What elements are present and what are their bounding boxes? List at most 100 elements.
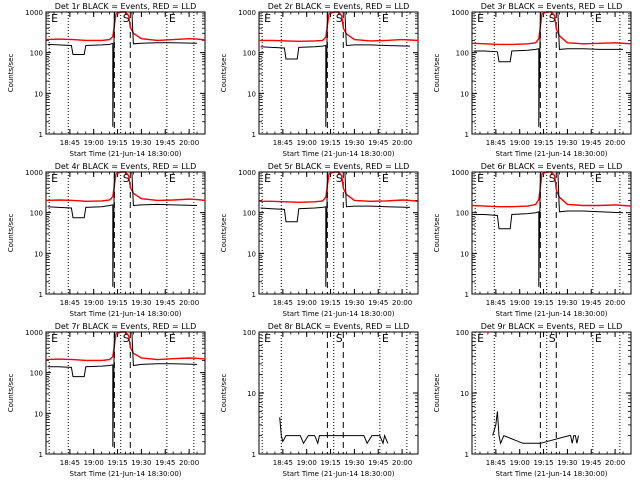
y-tick-label: 100	[456, 210, 469, 218]
chart-title: Det 7r BLACK = Events, RED = LLD	[55, 322, 197, 331]
y-tick-label: 100	[456, 329, 469, 337]
marker-label: E	[595, 332, 602, 345]
y-tick-label: 1000	[451, 169, 469, 177]
x-tick-label: 19:30	[131, 299, 151, 307]
marker-label: S	[123, 332, 130, 345]
x-tick-label: 19:15	[533, 459, 553, 467]
x-tick-label: 20:00	[179, 139, 199, 147]
plot-frame	[471, 171, 632, 295]
x-tick-label: 19:30	[557, 139, 577, 147]
y-tick-label: 1000	[25, 169, 43, 177]
marker-label: E	[51, 332, 58, 345]
detector-panel: Det 8r BLACK = Events, RED = LLD Counts/s…	[213, 320, 426, 480]
x-tick-label: 19:15	[320, 299, 340, 307]
y-tick-label: 100	[456, 50, 469, 58]
x-tick-label: 19:00	[297, 139, 317, 147]
marker-label: E	[477, 172, 484, 185]
plot-frame	[258, 171, 419, 295]
x-tick-label: 20:00	[392, 139, 412, 147]
chart-title: Det 9r BLACK = Events, RED = LLD	[481, 322, 623, 331]
x-tick-label: 18:45	[60, 139, 80, 147]
x-tick-label: 19:45	[368, 139, 388, 147]
chart-title: Det 6r BLACK = Events, RED = LLD	[481, 162, 623, 171]
y-axis-label: Counts/sec	[220, 214, 228, 253]
marker-label: E	[169, 172, 176, 185]
marker-label: E	[169, 332, 176, 345]
plot-frame	[471, 11, 632, 135]
x-tick-label: 19:15	[320, 139, 340, 147]
events-series-line	[279, 417, 389, 446]
marker-label: E	[382, 332, 389, 345]
y-tick-label: 1	[39, 291, 43, 299]
marker-label: E	[595, 172, 602, 185]
x-tick-label: 19:45	[581, 299, 601, 307]
chart-svg: Det 9r BLACK = Events, RED = LLD Counts/s…	[433, 322, 632, 478]
x-tick-label: 19:30	[131, 139, 151, 147]
x-axis-label: Start Time (21-Jun-14 18:30:00)	[496, 310, 608, 318]
detector-panel: Det 2r BLACK = Events, RED = LLD Counts/s…	[213, 0, 426, 160]
x-tick-label: 19:45	[581, 139, 601, 147]
x-tick-label: 19:15	[107, 139, 127, 147]
x-tick-label: 19:30	[344, 299, 364, 307]
y-tick-label: 1	[252, 131, 256, 139]
x-tick-label: 19:45	[368, 299, 388, 307]
detector-panel: Det 3r BLACK = Events, RED = LLD Counts/s…	[426, 0, 639, 160]
x-axis-label: Start Time (21-Jun-14 18:30:00)	[70, 310, 182, 318]
y-tick-label: 100	[30, 50, 43, 58]
x-tick-label: 19:00	[84, 299, 104, 307]
x-tick-label: 19:30	[131, 459, 151, 467]
y-tick-label: 10	[34, 410, 43, 418]
y-tick-label: 1	[465, 291, 469, 299]
chart-svg: Det 1r BLACK = Events, RED = LLD Counts/s…	[7, 2, 206, 158]
x-tick-label: 19:15	[320, 459, 340, 467]
detector-panel: Det 5r BLACK = Events, RED = LLD Counts/s…	[213, 160, 426, 320]
x-tick-label: 19:00	[297, 299, 317, 307]
y-axis-label: Counts/sec	[433, 374, 441, 413]
x-tick-label: 19:15	[533, 299, 553, 307]
x-tick-label: 19:15	[107, 459, 127, 467]
y-tick-label: 1000	[25, 9, 43, 17]
y-tick-label: 1000	[238, 169, 256, 177]
chart-svg: Det 3r BLACK = Events, RED = LLD Counts/s…	[433, 2, 632, 158]
x-tick-label: 18:45	[486, 299, 506, 307]
y-tick-label: 100	[243, 329, 256, 337]
marker-label: E	[264, 172, 271, 185]
marker-label: S	[123, 12, 130, 25]
x-tick-label: 19:00	[297, 459, 317, 467]
plot-frame	[45, 171, 206, 295]
x-tick-label: 19:30	[344, 459, 364, 467]
events-series-line	[47, 171, 198, 287]
events-series-line	[473, 171, 624, 287]
marker-label: E	[477, 332, 484, 345]
x-tick-label: 20:00	[392, 299, 412, 307]
x-tick-label: 20:00	[605, 299, 625, 307]
x-tick-label: 18:45	[273, 299, 293, 307]
y-tick-label: 1	[465, 131, 469, 139]
marker-label: E	[382, 172, 389, 185]
x-tick-label: 18:45	[60, 459, 80, 467]
y-tick-label: 100	[243, 210, 256, 218]
x-axis-label: Start Time (21-Jun-14 18:30:00)	[496, 470, 608, 478]
x-tick-label: 18:45	[486, 139, 506, 147]
x-tick-label: 19:30	[344, 139, 364, 147]
y-tick-label: 1	[465, 451, 469, 459]
x-tick-label: 19:15	[107, 299, 127, 307]
detector-panel: Det 6r BLACK = Events, RED = LLD Counts/s…	[426, 160, 639, 320]
y-tick-label: 100	[243, 50, 256, 58]
marker-label: S	[549, 12, 556, 25]
x-tick-label: 19:45	[155, 299, 175, 307]
x-tick-label: 20:00	[605, 459, 625, 467]
y-tick-label: 1	[252, 291, 256, 299]
marker-label: E	[595, 12, 602, 25]
y-tick-label: 10	[460, 90, 469, 98]
chart-svg: Det 5r BLACK = Events, RED = LLD Counts/s…	[220, 162, 419, 318]
y-axis-label: Counts/sec	[433, 214, 441, 253]
marker-label: E	[169, 12, 176, 25]
x-tick-label: 19:15	[533, 139, 553, 147]
y-tick-label: 100	[30, 210, 43, 218]
y-tick-label: 10	[34, 90, 43, 98]
y-tick-label: 1000	[238, 9, 256, 17]
marker-label: E	[51, 12, 58, 25]
detector-panel: Det 1r BLACK = Events, RED = LLD Counts/s…	[0, 0, 213, 160]
